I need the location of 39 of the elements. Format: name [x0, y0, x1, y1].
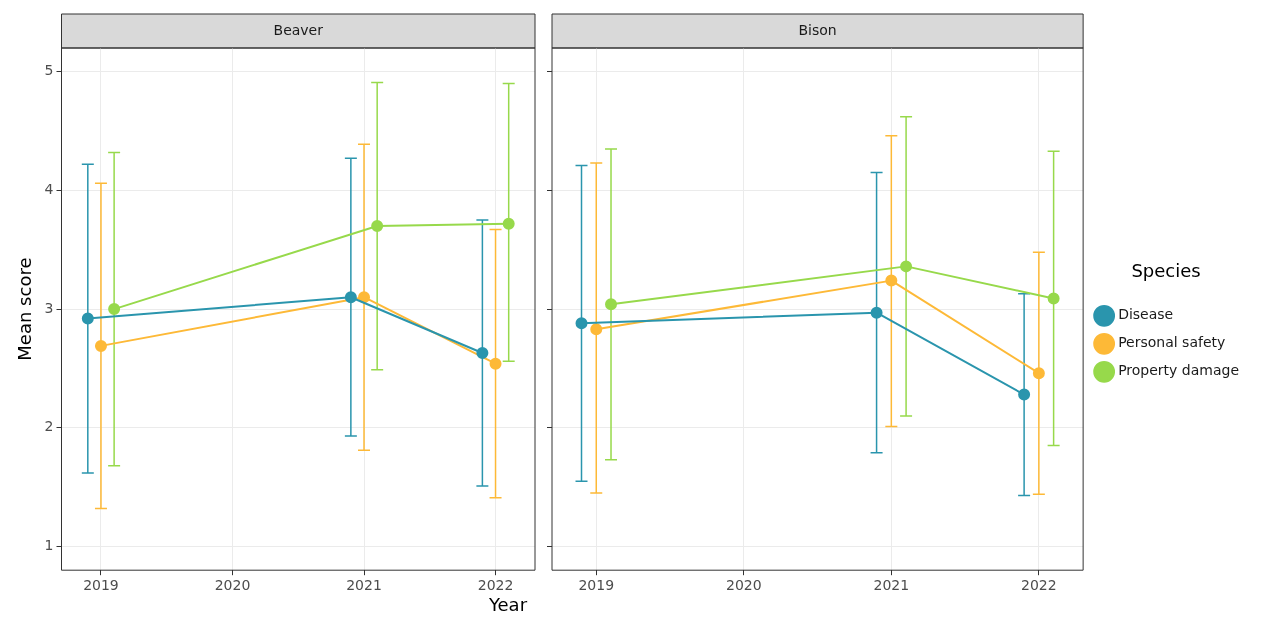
point	[81, 312, 94, 325]
legend-label: Disease	[1118, 306, 1174, 323]
legend-label: Property damage	[1118, 362, 1239, 379]
point	[489, 357, 502, 370]
point	[870, 306, 883, 319]
chart-title: Beaver	[273, 21, 324, 38]
point	[1047, 292, 1060, 305]
point	[590, 323, 603, 336]
x-tick-label: 2021	[873, 577, 910, 594]
x-tick-label: 2020	[214, 577, 251, 594]
x-tick-label: 2022	[477, 577, 514, 594]
point	[605, 298, 618, 311]
y-tick-label: 3	[44, 299, 54, 316]
x-axis-title: Year	[487, 594, 529, 615]
point	[575, 317, 588, 330]
point	[371, 220, 384, 233]
point	[1032, 367, 1045, 380]
y-tick-label: 4	[44, 181, 54, 198]
point	[502, 217, 515, 230]
legend-title: Species	[1131, 259, 1201, 281]
legend-label: Personal safety	[1118, 334, 1226, 351]
x-tick-label: 2022	[1021, 577, 1057, 594]
point	[476, 347, 489, 360]
point	[344, 291, 357, 304]
y-tick-label: 2	[44, 418, 54, 435]
y-axis-title: Mean score	[14, 257, 36, 361]
point	[1018, 388, 1031, 401]
point	[358, 291, 371, 304]
x-tick-label: 2021	[346, 577, 382, 594]
y-tick-label: 1	[44, 537, 54, 554]
x-tick-label: 2019	[83, 577, 119, 594]
y-tick-label: 5	[44, 62, 54, 79]
point	[94, 339, 107, 352]
chart-title: Bison	[798, 21, 837, 38]
x-tick-label: 2020	[725, 577, 762, 594]
x-tick-label: 2019	[578, 577, 615, 594]
point	[108, 303, 121, 316]
point	[900, 260, 913, 273]
point	[885, 274, 898, 287]
